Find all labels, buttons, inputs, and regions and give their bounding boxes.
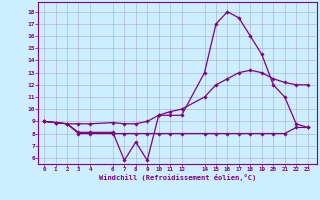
X-axis label: Windchill (Refroidissement éolien,°C): Windchill (Refroidissement éolien,°C): [99, 174, 256, 181]
